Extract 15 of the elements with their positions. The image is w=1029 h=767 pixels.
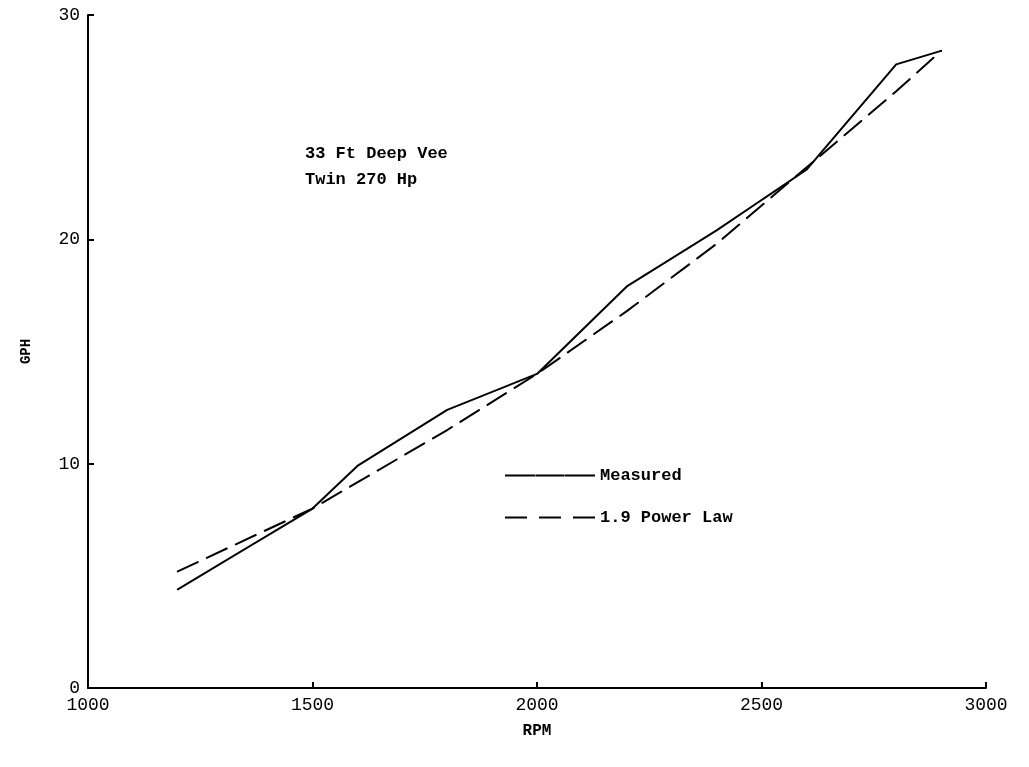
annotation: 33 Ft Deep Vee bbox=[305, 144, 448, 163]
y-tick-label: 10 bbox=[58, 453, 80, 474]
y-axis-title: GPH bbox=[18, 338, 34, 365]
y-tick-label: 30 bbox=[58, 5, 80, 25]
x-tick-label: 1500 bbox=[290, 695, 335, 715]
x-tick-label: 2500 bbox=[739, 695, 784, 715]
legend-label: Measured bbox=[600, 466, 682, 485]
legend-label: 1.9 Power Law bbox=[600, 508, 734, 527]
x-tick-label: 1000 bbox=[66, 695, 110, 715]
y-tick-label: 20 bbox=[58, 229, 80, 250]
x-axis-title: RPM bbox=[522, 722, 552, 740]
y-tick-label: 0 bbox=[69, 678, 80, 698]
x-tick-label: 2000 bbox=[515, 695, 559, 715]
annotation: Twin 270 Hp bbox=[305, 170, 418, 189]
x-tick-label: 3000 bbox=[964, 695, 1008, 715]
